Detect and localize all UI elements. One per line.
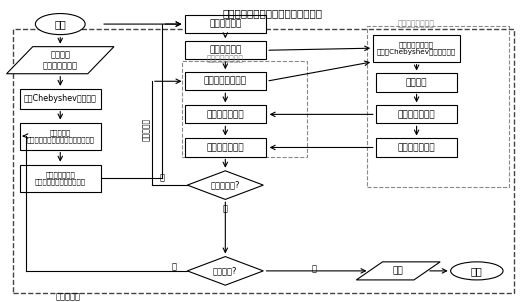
Text: 数据读入
（网格、条件）: 数据读入 （网格、条件） [43, 50, 78, 70]
FancyBboxPatch shape [184, 138, 266, 156]
Text: 对流动态域内执行: 对流动态域内执行 [398, 19, 435, 28]
Text: 增大对流动态域: 增大对流动态域 [398, 110, 435, 119]
FancyBboxPatch shape [20, 165, 101, 192]
Text: 边界条件处理: 边界条件处理 [209, 46, 242, 55]
Text: 下一迭代步: 下一迭代步 [141, 118, 151, 141]
Text: 增大粘性动态域: 增大粘性动态域 [206, 110, 244, 119]
FancyBboxPatch shape [373, 35, 460, 62]
Text: 时间积分: 时间积分 [406, 78, 428, 87]
Text: 缩小粘性动态域: 缩小粘性动态域 [206, 143, 244, 152]
Text: 粘性动态域内执行: 粘性动态域内执行 [207, 54, 244, 63]
FancyBboxPatch shape [184, 41, 266, 59]
FancyBboxPatch shape [184, 15, 266, 33]
FancyBboxPatch shape [20, 123, 101, 149]
Text: 否: 否 [172, 262, 177, 271]
Text: 估计残差的无粘项
（包括Chebyshev时间谱源项）: 估计残差的无粘项 （包括Chebyshev时间谱源项） [377, 41, 456, 55]
Text: 下一时间段: 下一时间段 [56, 292, 81, 301]
FancyBboxPatch shape [376, 138, 457, 156]
FancyBboxPatch shape [184, 72, 266, 90]
FancyBboxPatch shape [184, 105, 266, 124]
Text: 否: 否 [160, 173, 165, 182]
Text: 开始: 开始 [54, 19, 66, 29]
Polygon shape [187, 171, 263, 199]
Ellipse shape [36, 14, 85, 35]
Text: 在当前时间段内所有时间层并行执行: 在当前时间段内所有时间层并行执行 [223, 8, 322, 18]
Text: 分配存储空间: 分配存储空间 [209, 20, 242, 29]
Polygon shape [356, 262, 440, 280]
Ellipse shape [451, 262, 503, 280]
Text: 建立动态计算域
（包括对流、粘性动态域）: 建立动态计算域 （包括对流、粘性动态域） [35, 171, 86, 185]
Text: 输出: 输出 [393, 266, 403, 275]
Text: 结束: 结束 [471, 266, 483, 276]
Polygon shape [7, 47, 114, 74]
Text: 计算完成?: 计算完成? [213, 266, 237, 275]
Text: 估计残差的粘性项: 估计残差的粘性项 [204, 77, 247, 86]
FancyBboxPatch shape [376, 105, 457, 124]
Text: 缩小对流动态域: 缩小对流动态域 [398, 143, 435, 152]
Text: 是: 是 [312, 264, 317, 273]
Text: 流场初始化
（所有时间层按初始时刻流程赋值）: 流场初始化 （所有时间层按初始时刻流程赋值） [26, 129, 94, 143]
Text: 计算Chebyshev转换矩阵: 计算Chebyshev转换矩阵 [24, 94, 97, 103]
FancyBboxPatch shape [20, 89, 101, 108]
Polygon shape [187, 257, 263, 285]
Text: 内迭代收敛?: 内迭代收敛? [211, 181, 240, 190]
FancyBboxPatch shape [376, 73, 457, 92]
Text: 是: 是 [223, 205, 228, 214]
